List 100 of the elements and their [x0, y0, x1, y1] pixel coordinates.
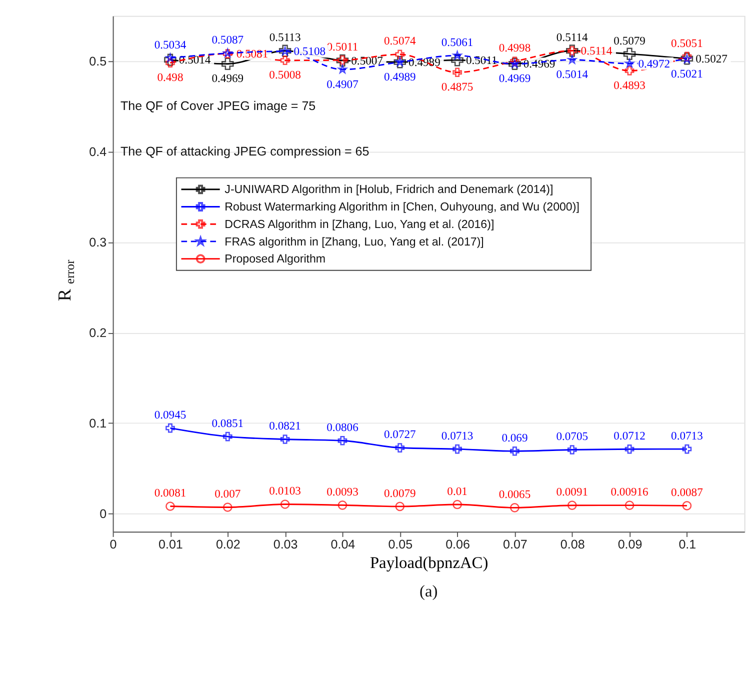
legend-label: FRAS algorithm in [Zhang, Luo, Yang et al. (2017)] [224, 236, 484, 248]
point [682, 501, 692, 510]
data-label: 0.4989 [384, 70, 416, 84]
legend-label: DCRAS Algorithm in [Zhang, Luo, Yang et al. (2016)] [224, 218, 494, 231]
point [510, 59, 520, 68]
data-label: 0.0065 [498, 488, 531, 502]
data-label: 0.4875 [441, 80, 474, 94]
point [624, 66, 634, 76]
data-label: 0.0081 [154, 486, 186, 500]
data-label: 0.5051 [671, 36, 704, 50]
point [624, 444, 634, 454]
data-label: 0.007 [214, 488, 241, 501]
x-tick-label: 0.1 [678, 538, 696, 552]
data-label: 0.0806 [326, 420, 359, 434]
data-label: 0.5011 [326, 40, 358, 54]
point [222, 58, 234, 70]
data-label: 0.4907 [326, 78, 359, 91]
x-tick-label: 0.08 [560, 538, 585, 552]
data-label: 0.0713 [441, 429, 474, 442]
point [452, 68, 462, 78]
data-label: 0.4972 [638, 57, 670, 70]
point [623, 48, 636, 60]
point [395, 443, 405, 452]
data-label: 0.01 [447, 484, 468, 498]
data-label: 0.4969 [212, 72, 244, 86]
data-label: 0.069 [502, 431, 528, 444]
annotation: The QF of Cover JPEG image = 75 [120, 99, 316, 114]
point [567, 500, 577, 510]
annotation: The QF of attacking JPEG compression = 65 [120, 144, 370, 158]
x-tick-label: 0.03 [273, 538, 298, 552]
x-tick-label: 0.04 [330, 538, 356, 552]
point [166, 502, 175, 511]
point [222, 432, 232, 442]
x-axis-title: Payload(bpnzAC) [370, 552, 488, 572]
data-label: 0.5061 [441, 36, 474, 49]
point [280, 434, 290, 444]
point [395, 50, 405, 60]
point [166, 53, 175, 62]
data-label: 0.5113 [269, 31, 301, 44]
point [682, 444, 692, 454]
point [510, 446, 520, 456]
data-label: 0.0712 [614, 430, 646, 442]
point [510, 56, 520, 66]
y-tick-label: 0 [100, 506, 107, 521]
data-label: 0.498 [157, 71, 184, 84]
point [280, 500, 290, 509]
data-label: 0.4893 [614, 79, 646, 92]
point [222, 502, 232, 512]
legend-label: J-UNIWARD Algorithm in [Holub, Fridrich and Denemark (2014)] [224, 184, 554, 196]
point [338, 500, 348, 510]
data-label: 0.5079 [614, 34, 646, 48]
point [452, 50, 462, 60]
data-label: 0.0945 [154, 408, 186, 422]
data-label: 0.0103 [269, 484, 302, 498]
legend-label: Proposed Algorithm [224, 254, 326, 266]
data-label: 0.0087 [671, 486, 704, 500]
point [166, 58, 175, 68]
point [451, 54, 464, 66]
point [395, 57, 404, 66]
y-tick-label: 0.4 [89, 144, 107, 159]
x-tick-label: 0.05 [388, 538, 413, 552]
point [624, 500, 634, 510]
point [395, 502, 405, 512]
point [682, 52, 692, 62]
data-label: 0.0713 [671, 429, 704, 442]
point [280, 56, 290, 66]
data-label: 0.5114 [556, 31, 588, 44]
data-label: 0.5108 [294, 45, 326, 58]
legend-label: Robust Watermarking Algorithm in [Chen, Ouhyoung, and Wu (2000)] [224, 202, 580, 214]
data-label: 0.00916 [610, 486, 649, 499]
x-tick-label: 0.01 [158, 538, 183, 552]
data-label: 0.0727 [384, 428, 416, 442]
y-axis-title: Rerror [54, 258, 78, 302]
x-tick-label: 0.02 [216, 538, 240, 552]
data-label: 0.4998 [498, 42, 531, 55]
data-label: 0.5074 [384, 34, 416, 48]
point [164, 54, 176, 66]
data-label: 0.5007 [351, 54, 384, 68]
data-label: 0.0093 [326, 486, 359, 499]
x-tick-label: 0.07 [503, 538, 528, 552]
data-label: 0.0079 [384, 486, 416, 500]
text: (a) [419, 581, 438, 600]
data-label: 0.5014 [556, 68, 588, 82]
data-label: 0.5021 [671, 68, 704, 80]
x-tick-label: 0.06 [446, 538, 470, 552]
point [166, 423, 175, 433]
y-tick-label: 0.2 [89, 326, 107, 340]
y-tick-label: 0.3 [89, 235, 107, 250]
data-label: 0.0851 [212, 416, 244, 430]
data-label: 0.5027 [696, 52, 728, 66]
point [452, 444, 462, 454]
data-label: 0.5114 [580, 44, 612, 58]
x-tick-label: 0 [110, 538, 117, 552]
data-label: 0.0821 [269, 420, 302, 433]
data-label: 0.0705 [556, 430, 588, 444]
data-label: 0.0091 [556, 486, 588, 499]
point [567, 445, 577, 454]
y-tick-label: 0.1 [89, 416, 107, 430]
y-tick-label: 0.5 [89, 54, 107, 68]
x-tick-label: 0.09 [618, 538, 642, 552]
